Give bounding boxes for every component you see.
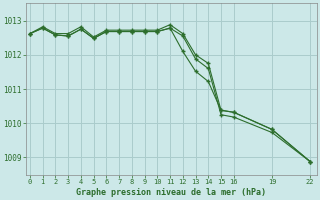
X-axis label: Graphe pression niveau de la mer (hPa): Graphe pression niveau de la mer (hPa) — [76, 188, 266, 197]
